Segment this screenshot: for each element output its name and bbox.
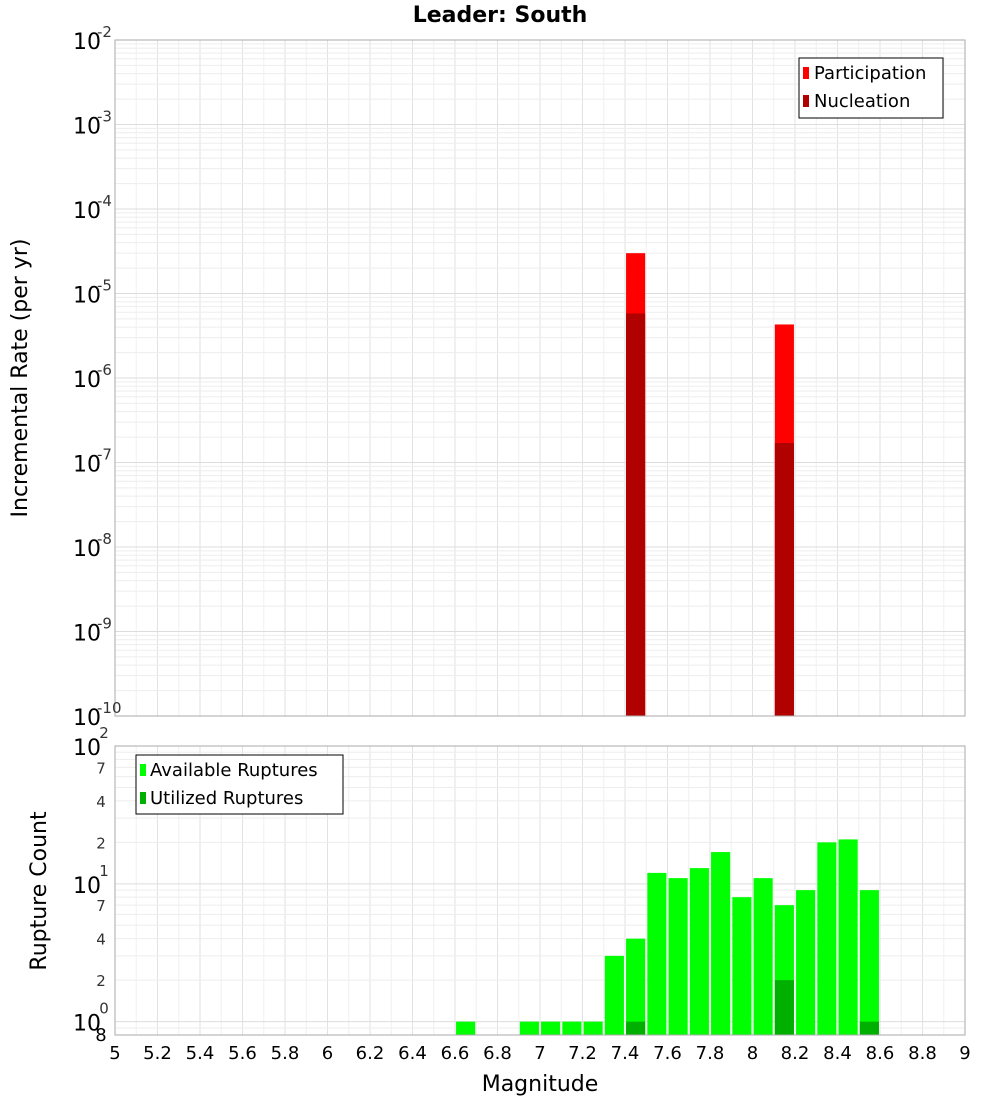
available-ruptures-bar [817, 842, 837, 1035]
top-y-tick-label: 10 [73, 368, 101, 393]
x-tick-label: 5.2 [143, 1043, 172, 1064]
nucleation-bar [774, 443, 794, 716]
x-tick-label: 7 [534, 1043, 545, 1064]
bottom-y-tick-label: 10 [73, 1012, 101, 1037]
top-y-tick-exponent: -2 [97, 23, 112, 41]
x-tick-label: 8.8 [908, 1043, 937, 1064]
top-grid [114, 40, 966, 717]
available-ruptures-bar [689, 868, 709, 1035]
x-tick-label: 7.2 [568, 1043, 597, 1064]
x-tick-label: 8.2 [781, 1043, 810, 1064]
legend-swatch-participation [803, 67, 809, 79]
top-y-tick-exponent: -9 [97, 615, 112, 633]
available-ruptures-bar [753, 878, 773, 1035]
available-ruptures-bar [796, 890, 816, 1035]
x-tick-label: 5 [109, 1043, 120, 1064]
available-ruptures-bar [541, 1021, 561, 1035]
bottom-y-minor-tick-label: 2 [96, 972, 106, 990]
bottom-y-minor-tick-label: 4 [96, 793, 106, 811]
top-y-tick-exponent: -6 [97, 361, 112, 379]
x-tick-label: 7.8 [696, 1043, 725, 1064]
top-y-tick-exponent: -4 [97, 192, 112, 210]
available-ruptures-bar [668, 878, 688, 1035]
bottom-y-tick-label: 10 [73, 736, 101, 761]
x-tick-label: 8.6 [866, 1043, 895, 1064]
legend-label-utilized-ruptures: Utilized Ruptures [150, 788, 303, 809]
available-ruptures-bar [647, 872, 667, 1035]
x-tick-label: 9 [959, 1043, 970, 1064]
legend-label-nucleation: Nucleation [814, 91, 910, 112]
top-y-tick-exponent: -3 [97, 108, 112, 126]
top-y-tick-exponent: -5 [97, 277, 112, 295]
available-ruptures-bar [604, 955, 624, 1035]
utilized-ruptures-bar [859, 1021, 879, 1035]
x-tick-label: 8 [747, 1043, 758, 1064]
chart-title: Leader: South [413, 3, 588, 28]
x-tick-label: 6.4 [398, 1043, 427, 1064]
bottom-y-axis-title: Rupture Count [27, 811, 52, 971]
legend-label-available-ruptures: Available Ruptures [150, 760, 318, 781]
bottom-legend-box [135, 754, 344, 815]
top-y-tick-label: 10 [73, 284, 101, 309]
top-y-tick-exponent: -7 [97, 446, 112, 464]
x-tick-label: 6.6 [441, 1043, 470, 1064]
top-plot-frame [114, 39, 966, 717]
x-tick-label: 8.4 [823, 1043, 852, 1064]
utilized-ruptures-bar [626, 1021, 646, 1035]
x-tick-label: 6.8 [483, 1043, 512, 1064]
bottom-y-tick-exponent: 1 [99, 862, 109, 880]
top-y-tick-label: 10 [73, 453, 101, 478]
available-ruptures-bar [859, 890, 879, 1035]
top-y-tick-exponent: -10 [97, 699, 122, 717]
x-tick-label: 5.4 [186, 1043, 215, 1064]
bottom-y-minor-tick-label: 7 [96, 897, 106, 915]
available-ruptures-bar [456, 1021, 476, 1035]
utilized-ruptures-bar [774, 980, 794, 1035]
top-y-tick-label: 10 [73, 115, 101, 140]
x-axis-title: Magnitude [482, 1072, 599, 1097]
top-y-tick-label: 10 [73, 199, 101, 224]
top-y-tick-exponent: -8 [97, 530, 112, 548]
x-tick-label: 7.6 [653, 1043, 682, 1064]
available-ruptures-bar [711, 852, 731, 1035]
x-tick-label: 6.2 [356, 1043, 385, 1064]
top-legend: Participation Nucleation [798, 57, 944, 119]
top-y-tick-label: 10 [73, 622, 101, 647]
top-y-tick-label: 10 [73, 706, 101, 731]
bottom-bars [456, 839, 879, 1035]
x-tick-label: 5.8 [271, 1043, 300, 1064]
bottom-y-minor-tick-label: 8 [95, 1025, 106, 1046]
bottom-y-tick-exponent: 0 [99, 1000, 109, 1018]
bottom-y-minor-tick-label: 2 [96, 834, 106, 852]
bottom-legend: Available Ruptures Utilized Ruptures [135, 754, 344, 815]
available-ruptures-bar [838, 839, 858, 1035]
top-y-tick-label: 10 [73, 30, 101, 55]
top-y-axis-title: Incremental Rate (per yr) [8, 239, 33, 518]
bottom-y-tick-exponent: 2 [99, 724, 109, 742]
available-ruptures-bar [732, 897, 752, 1035]
available-ruptures-bar [583, 1021, 603, 1035]
bottom-plot-frame [114, 745, 966, 1036]
x-tick-label: 6 [322, 1043, 333, 1064]
nucleation-bar [626, 313, 646, 716]
legend-swatch-available-ruptures [140, 764, 146, 776]
available-ruptures-bar [626, 938, 646, 1035]
bottom-y-tick-label: 10 [73, 874, 101, 899]
legend-swatch-nucleation [803, 95, 809, 107]
bottom-y-minor-tick-label: 7 [96, 759, 106, 777]
x-tick-label: 7.4 [611, 1043, 640, 1064]
x-tick-label: 5.6 [228, 1043, 257, 1064]
available-ruptures-bar [519, 1021, 539, 1035]
legend-label-participation: Participation [814, 63, 926, 84]
bottom-y-minor-tick-label: 4 [96, 931, 106, 949]
top-bars [626, 253, 794, 716]
x-ticks: 5 5.2 5.4 5.6 5.8 6 6.2 6.4 6.6 6.8 7 7.2 7.4 7.6 7.8 8… [109, 1043, 970, 1064]
top-y-tick-label: 10 [73, 537, 101, 562]
legend-swatch-utilized-ruptures [140, 792, 146, 804]
top-legend-box [798, 57, 944, 119]
available-ruptures-bar [562, 1021, 582, 1035]
